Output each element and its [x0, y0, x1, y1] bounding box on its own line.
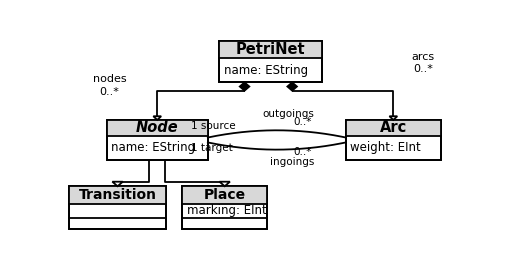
Text: 1 source: 1 source [191, 121, 236, 131]
Bar [346, 120, 441, 160]
Text: marking: EInt: marking: EInt [187, 204, 267, 217]
Text: 0..*: 0..* [293, 147, 311, 157]
Bar [219, 41, 322, 58]
Text: PetriNet: PetriNet [236, 42, 305, 57]
Bar [182, 186, 267, 203]
Text: 1 target: 1 target [191, 143, 233, 153]
Bar [346, 120, 441, 136]
Text: Transition: Transition [78, 188, 157, 202]
Text: 0..*: 0..* [413, 64, 433, 74]
Text: Arc: Arc [380, 120, 407, 135]
Bar [106, 120, 208, 160]
Bar [182, 186, 267, 229]
Bar [106, 120, 208, 136]
Bar [69, 186, 166, 203]
Bar [219, 41, 322, 83]
Polygon shape [287, 83, 297, 91]
Text: 0..*: 0..* [100, 87, 120, 97]
Bar [219, 41, 322, 83]
Text: Place: Place [204, 188, 246, 202]
Text: 0..*: 0..* [293, 117, 311, 128]
Text: Node: Node [136, 120, 179, 135]
Text: name: EString: name: EString [112, 142, 196, 155]
Polygon shape [112, 182, 123, 186]
Text: weight: EInt: weight: EInt [351, 142, 421, 155]
Text: ingoings: ingoings [270, 156, 314, 167]
Bar [69, 186, 166, 229]
Bar [106, 120, 208, 160]
Polygon shape [240, 83, 249, 91]
Polygon shape [220, 182, 230, 186]
Text: nodes: nodes [93, 74, 126, 84]
Bar [69, 186, 166, 229]
Text: arcs: arcs [412, 52, 435, 62]
Text: name: EString: name: EString [224, 64, 308, 77]
Bar [346, 120, 441, 160]
Text: outgoings: outgoings [262, 109, 314, 119]
Bar [182, 186, 267, 229]
